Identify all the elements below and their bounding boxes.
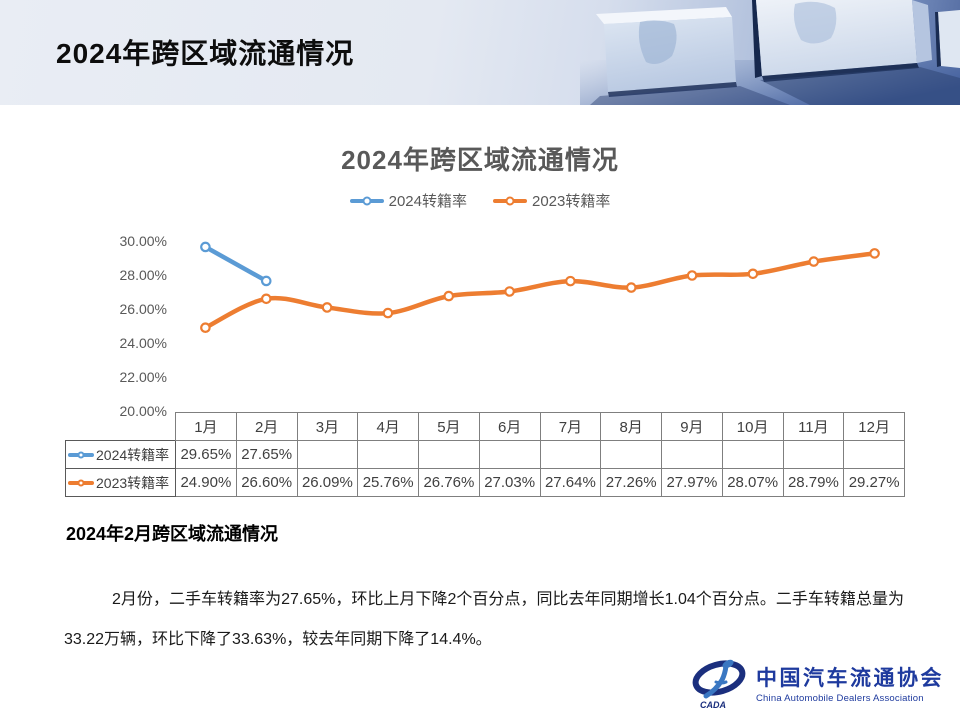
data-point-marker (200, 322, 211, 333)
svg-text:CADA: CADA (700, 700, 726, 710)
data-point-marker (504, 286, 515, 297)
series-label-cell: 2023转籍率 (65, 468, 176, 497)
month-header-cell: 10月 (721, 412, 784, 441)
table-header-row: 1月 2月 3月 4月 5月 6月 7月 8月 9月 10月 11月 12月 (66, 412, 905, 441)
month-header-cell: 1月 (175, 412, 237, 441)
section-title: 2024年2月跨区域流通情况 (66, 524, 279, 544)
legend-label: 2024转籍率 (388, 193, 467, 210)
value-cell: 24.90% (175, 468, 237, 497)
data-point-marker (686, 270, 698, 281)
value-cell: 27.26% (600, 468, 662, 497)
legend-item: 2023转籍率 (493, 190, 610, 211)
value-cell (600, 440, 662, 469)
legend-key-icon (68, 479, 94, 486)
header-banner: 2024年跨区域流通情况 (0, 0, 960, 105)
logo-english-name: China Automobile Dealers Association (756, 693, 924, 704)
data-point-marker (200, 241, 211, 253)
data-point-marker (808, 256, 820, 267)
data-point-marker (382, 307, 394, 319)
value-cell (539, 440, 602, 469)
series-name: 2024转籍率 (96, 446, 170, 463)
table-row: 2023转籍率 24.90% 26.60% 26.09% 25.76% 26.76% 27.… (65, 468, 905, 497)
y-tick-label: 30.00% (119, 233, 167, 249)
month-header-cell: 7月 (539, 412, 602, 441)
table-corner-cell (66, 413, 176, 441)
chart-legend: 2024转籍率 2023转籍率 (0, 190, 960, 211)
data-point-marker (443, 290, 455, 302)
value-cell (661, 440, 723, 469)
y-tick-label: 22.00% (119, 369, 167, 385)
data-point-marker (321, 302, 333, 313)
value-cell (418, 440, 480, 469)
data-point-marker (747, 268, 759, 280)
series-name: 2023转籍率 (96, 474, 170, 491)
value-cell (357, 440, 419, 469)
legend-key-icon (493, 196, 527, 205)
value-cell (296, 440, 359, 469)
legend-item: 2024转籍率 (349, 190, 467, 211)
series-line (203, 244, 269, 284)
month-header-cell: 6月 (478, 412, 541, 441)
month-header-cell: 5月 (418, 412, 480, 441)
value-cell: 29.27% (843, 468, 905, 497)
value-cell: 27.64% (539, 468, 602, 497)
cada-logo-emblem-icon: CADA (692, 659, 746, 710)
value-cell: 25.76% (357, 468, 419, 497)
cada-logo: CADA 中国汽车流通协会 China Automobile Dealers A… (692, 656, 944, 710)
cada-logo-text: 中国汽车流通协会 China Automobile Dealers Associ… (756, 662, 944, 704)
value-cell: 29.65% (175, 440, 237, 469)
series-label-cell: 2024转籍率 (65, 440, 176, 469)
value-cell (478, 440, 541, 469)
logo-chinese-name: 中国汽车流通协会 (756, 667, 944, 690)
month-header-cell: 9月 (661, 412, 723, 441)
series-line (203, 251, 877, 330)
value-cell: 27.97% (661, 468, 723, 497)
data-point-marker (260, 275, 272, 287)
value-cell: 27.65% (235, 440, 298, 469)
value-cell: 28.79% (782, 468, 845, 497)
month-header-cell: 2月 (235, 412, 298, 441)
value-cell: 28.07% (721, 468, 784, 497)
legend-key-icon (68, 451, 94, 458)
month-header-cell: 3月 (296, 412, 359, 441)
legend-label: 2023转籍率 (532, 193, 611, 210)
month-header-cell: 8月 (600, 412, 662, 441)
month-header-cell: 12月 (843, 412, 905, 441)
y-tick-label: 26.00% (119, 301, 167, 317)
data-point-marker (260, 293, 272, 305)
data-point-marker (565, 275, 576, 287)
value-cell (843, 440, 905, 469)
month-header-cell: 4月 (357, 412, 419, 441)
y-tick-label: 24.00% (119, 335, 167, 351)
value-cell: 26.60% (235, 468, 298, 497)
y-tick-label: 28.00% (119, 267, 167, 283)
value-cell (782, 440, 845, 469)
world-cubes-decoration (580, 0, 960, 105)
page-title: 2024年跨区域流通情况 (56, 38, 355, 69)
data-point-marker (625, 282, 637, 293)
chart-data-table: 1月 2月 3月 4月 5月 6月 7月 8月 9月 10月 11月 12月 2024转籍率 29.65%… (65, 412, 905, 497)
legend-key-icon (349, 196, 384, 205)
value-cell (721, 440, 784, 469)
data-point-marker (869, 248, 880, 259)
table-row: 2024转籍率 29.65% 27.65% (65, 440, 905, 469)
y-tick-label: 20.00% (119, 403, 167, 419)
value-cell: 26.76% (418, 468, 480, 497)
value-cell: 27.03% (478, 468, 541, 497)
summary-paragraph: 2月份，二手车转籍率为27.65%，环比上月下降2个百分点，同比去年同期增长1.… (64, 591, 904, 648)
value-cell: 26.09% (296, 468, 359, 497)
chart-title: 2024年跨区域流通情况 (341, 145, 619, 175)
month-header-cell: 11月 (782, 412, 845, 441)
